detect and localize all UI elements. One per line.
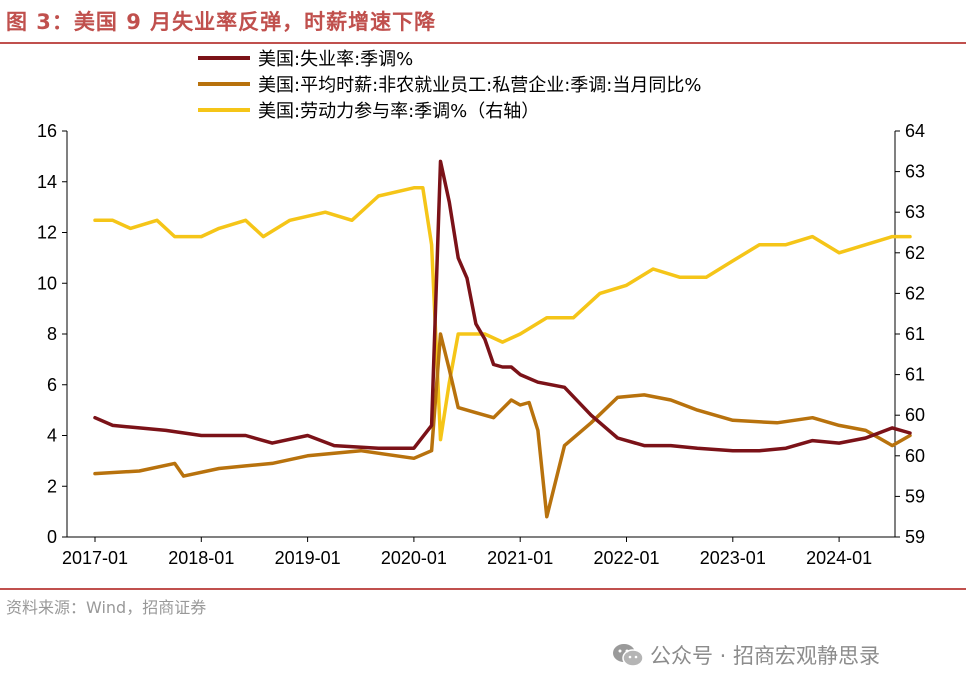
series-line-2 — [93, 332, 912, 519]
chart-series — [93, 159, 912, 519]
chart-axes: 0 2 4 6 8 10 12 14 16 59 59 60 60 61 61 62 62 63 63 64 2017-… — [37, 121, 925, 568]
figure-title: 图 3：美国 9 月失业率反弹，时薪增速下降 — [6, 10, 437, 34]
series-line-1 — [93, 159, 912, 453]
x-tick-label: 2024-01 — [806, 548, 872, 568]
right-tick-label: 60 — [905, 405, 925, 425]
line-chart: 美国:失业率:季调% 美国:平均时薪:非农就业员工:私营企业:季调:当月同比% 美国… — [37, 49, 925, 568]
right-tick-label: 59 — [905, 486, 925, 506]
legend-label-2: 美国:平均时薪:非农就业员工:私营企业:季调:当月同比% — [258, 75, 701, 96]
left-tick-label: 10 — [37, 273, 57, 293]
x-tick-label: 2017-01 — [62, 548, 128, 568]
legend-label-1: 美国:失业率:季调% — [258, 49, 413, 70]
left-tick-label: 12 — [37, 223, 57, 243]
right-tick-label: 63 — [905, 202, 925, 222]
left-tick-label: 8 — [47, 324, 57, 344]
watermark: 公众号 · 招商宏观静思录 — [612, 640, 880, 670]
x-tick-label: 2023-01 — [700, 548, 766, 568]
x-tick-label: 2018-01 — [168, 548, 234, 568]
source-note: 资料来源：Wind，招商证券 — [6, 598, 207, 617]
right-tick-label: 62 — [905, 243, 925, 263]
x-tick-label: 2022-01 — [593, 548, 659, 568]
right-tick-label: 62 — [905, 283, 925, 303]
left-tick-label: 4 — [47, 426, 57, 446]
footer-divider — [0, 588, 966, 590]
chart-legend: 美国:失业率:季调% 美国:平均时薪:非农就业员工:私营企业:季调:当月同比% 美国… — [198, 49, 701, 122]
left-tick-label: 2 — [47, 476, 57, 496]
right-tick-label: 61 — [905, 365, 925, 385]
right-tick-label: 63 — [905, 162, 925, 182]
left-tick-label: 16 — [37, 121, 57, 141]
left-tick-label: 14 — [37, 172, 57, 192]
wechat-icon — [612, 642, 644, 668]
series-line-3 — [93, 186, 912, 442]
title-divider — [0, 42, 966, 44]
right-tick-label: 61 — [905, 324, 925, 344]
watermark-text: 公众号 · 招商宏观静思录 — [650, 644, 881, 668]
left-tick-label: 6 — [47, 375, 57, 395]
right-tick-label: 60 — [905, 446, 925, 466]
right-tick-label: 59 — [905, 527, 925, 547]
x-tick-label: 2021-01 — [487, 548, 553, 568]
x-tick-label: 2020-01 — [381, 548, 447, 568]
left-tick-label: 0 — [47, 527, 57, 547]
x-tick-label: 2019-01 — [275, 548, 341, 568]
legend-label-3: 美国:劳动力参与率:季调%（右轴） — [258, 101, 539, 122]
right-tick-label: 64 — [905, 121, 925, 141]
